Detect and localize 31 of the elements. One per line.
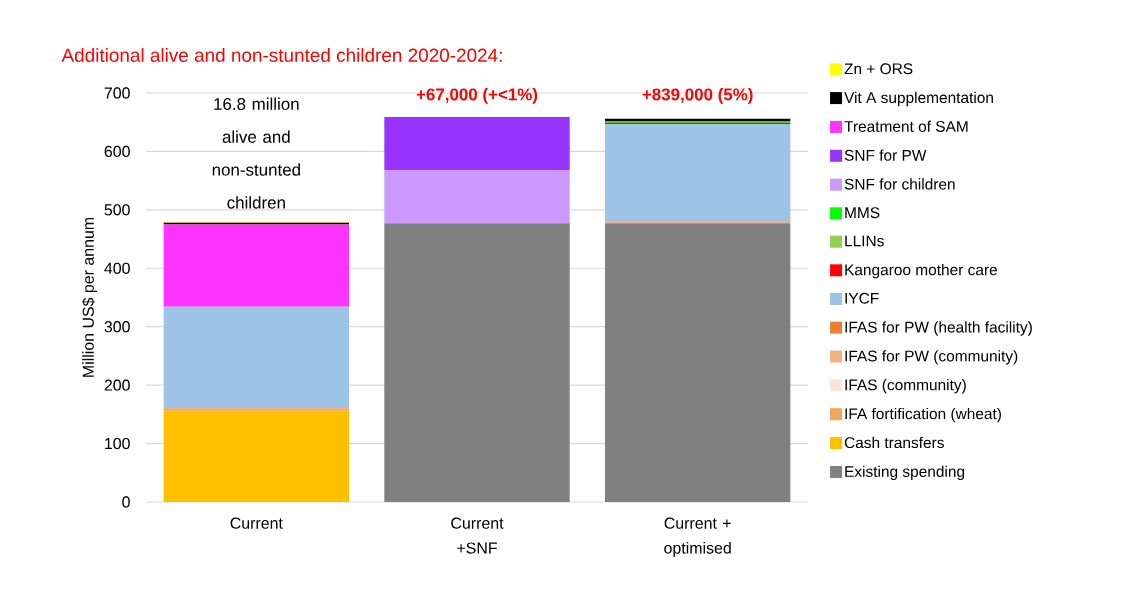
y-axis-title: Million US$ per annum [81, 217, 98, 377]
legend-label: Vit A supplementation [844, 91, 993, 107]
y-tick-label: 700 [104, 87, 130, 99]
legend-label: SNF for children [844, 178, 955, 190]
x-tick-label: Current + optimised [664, 517, 731, 557]
legend-label: IYCF [845, 292, 879, 304]
chart-title: Additional alive and non-stunted children 2020-2024: [61, 48, 502, 62]
x-tick-label: Current +SNF [451, 517, 504, 554]
legend-label: MMS [845, 207, 880, 219]
y-tick-label: 400 [104, 262, 130, 274]
legend-label: IFAS for PW (community) [845, 350, 1018, 365]
annotation: +67,000 (+<1%) [416, 87, 538, 104]
legend-label: SNF for PW [844, 149, 927, 161]
y-tick-label: 300 [104, 321, 130, 333]
legend-label: Existing spending [845, 465, 965, 481]
y-tick-label: 0 [122, 496, 130, 508]
legend-label: Zn + ORS [844, 63, 913, 75]
legend-label: IFAS for PW (health facility) [845, 321, 1032, 336]
legend-label: Kangaroo mother care [845, 263, 997, 279]
legend-label: IFA fortification (wheat) [845, 407, 1001, 423]
y-tick-label: 100 [105, 437, 130, 450]
y-tick-label: 600 [104, 145, 130, 158]
text: 16.8 million alive and non-stunted children [212, 97, 300, 209]
legend-label: IFAS (community) [845, 379, 966, 394]
legend-label: LLINs [845, 235, 884, 247]
legend-label: Cash transfers [844, 436, 944, 449]
y-tick-label: 200 [104, 379, 130, 391]
legend-label: Treatment of SAM [844, 120, 968, 132]
annotation: +839,000 (5%) [642, 87, 753, 104]
x-tick-label: Current [230, 517, 283, 529]
y-tick-label: 500 [104, 204, 130, 216]
